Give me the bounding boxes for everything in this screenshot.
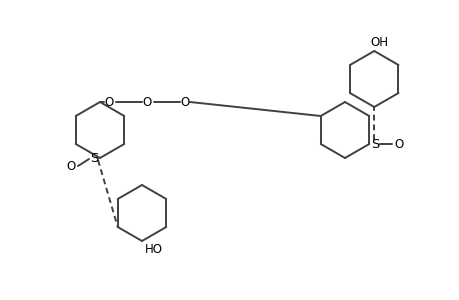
Text: HO: HO xyxy=(145,244,163,256)
Text: O: O xyxy=(66,160,75,172)
Text: O: O xyxy=(394,137,403,151)
Text: O: O xyxy=(142,95,151,109)
Text: O: O xyxy=(104,95,113,109)
Text: O: O xyxy=(180,95,189,109)
Text: S: S xyxy=(90,152,98,164)
Text: S: S xyxy=(370,137,379,151)
Text: OH: OH xyxy=(369,35,387,49)
